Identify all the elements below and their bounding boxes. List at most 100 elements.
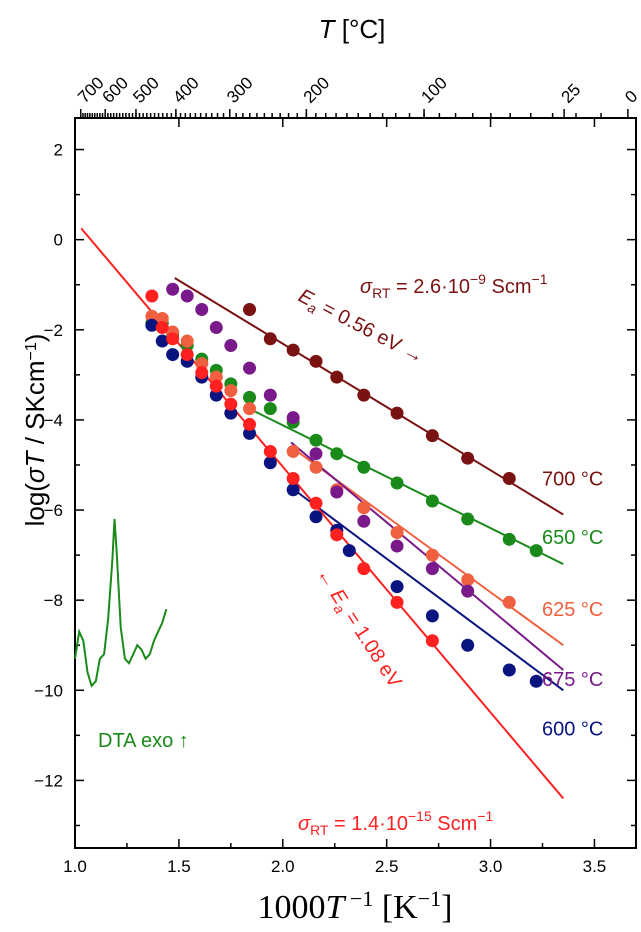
data-point <box>425 609 439 623</box>
top-tick-label: 400 <box>169 73 202 106</box>
data-point <box>309 433 323 447</box>
data-point <box>155 321 169 335</box>
data-point <box>461 584 475 598</box>
data-point <box>209 321 223 335</box>
data-point <box>145 309 159 323</box>
data-points <box>145 282 543 688</box>
data-point <box>461 512 475 526</box>
x-tick-label: 3.5 <box>583 857 607 876</box>
data-point <box>502 471 516 485</box>
data-point <box>357 562 371 576</box>
data-point <box>330 447 344 461</box>
data-point <box>263 402 277 416</box>
data-point <box>357 501 371 515</box>
dta-label: DTA exo ↑ <box>98 730 189 752</box>
data-point <box>243 426 257 440</box>
data-point <box>529 544 543 558</box>
top-tick-label: 25 <box>558 80 585 107</box>
data-point <box>180 348 194 362</box>
data-point <box>390 476 404 490</box>
data-point <box>425 548 439 562</box>
data-point <box>209 370 223 384</box>
data-point <box>425 429 439 443</box>
data-point <box>286 343 300 357</box>
y-tick-label: −8 <box>44 591 63 610</box>
data-point <box>502 663 516 677</box>
data-point <box>155 334 169 348</box>
series-label: 700 °C <box>542 468 603 490</box>
y-tick-label: −4 <box>44 411 63 430</box>
data-point <box>195 303 209 317</box>
data-point <box>425 494 439 508</box>
series-label: 675 °C <box>542 669 603 691</box>
data-point <box>390 539 404 553</box>
data-point <box>224 397 238 411</box>
dta-curve-group <box>74 518 168 688</box>
y-tick-label: 2 <box>54 141 63 160</box>
data-point <box>425 562 439 576</box>
data-point <box>286 411 300 425</box>
series-label: 600 °C <box>542 719 603 741</box>
data-point <box>263 444 277 458</box>
y-tick-label: −12 <box>34 771 63 790</box>
data-point <box>180 334 194 348</box>
plot-frame <box>74 117 637 849</box>
sigma-rt-bottom-annotation: σRT = 1.4·10−15 Scm−1 <box>298 808 493 838</box>
data-point <box>243 303 257 317</box>
data-point <box>243 417 257 431</box>
y-tick-label: 0 <box>54 231 63 250</box>
top-tick-label: 600 <box>99 73 132 106</box>
data-point <box>342 544 356 558</box>
data-point <box>224 406 238 420</box>
data-point <box>180 289 194 303</box>
series-label: 625 °C <box>542 599 603 621</box>
data-point <box>243 361 257 375</box>
data-point <box>263 456 277 470</box>
data-point <box>502 595 516 609</box>
series-label: 650 °C <box>542 527 603 549</box>
data-point <box>529 674 543 688</box>
y-tick-label: −10 <box>34 681 63 700</box>
sigma-rt-top-annotation: σRT = 2.6·10−9 Scm−1 <box>360 271 548 301</box>
x-tick-label: 3.0 <box>479 857 503 876</box>
data-point <box>166 348 180 362</box>
data-point <box>224 384 238 398</box>
data-point <box>243 390 257 404</box>
data-point <box>309 496 323 510</box>
data-point <box>357 460 371 474</box>
data-point <box>209 388 223 402</box>
data-point <box>286 444 300 458</box>
data-point <box>309 447 323 461</box>
data-point <box>309 510 323 524</box>
data-point <box>357 514 371 528</box>
data-point <box>166 282 180 296</box>
y-tick-label: −2 <box>44 321 63 340</box>
data-point <box>195 366 209 380</box>
data-point <box>390 526 404 540</box>
top-tick-label: 500 <box>129 73 162 106</box>
top-tick-label: 100 <box>417 73 450 106</box>
series-labels: 700 °C 650 °C 625 °C 675 °C 600 °C <box>542 468 603 740</box>
dta-curve <box>74 518 168 688</box>
y-axis-title: log(σT / SKcm−1) <box>20 334 50 527</box>
data-point <box>209 379 223 393</box>
data-point <box>309 354 323 368</box>
data-point <box>330 370 344 384</box>
labels: T [°C] log(σT / SKcm−1) 1000T −1 [K−1] σ… <box>20 14 548 926</box>
data-point <box>357 388 371 402</box>
x-axis-title: 1000T −1 [K−1] <box>258 886 453 927</box>
data-point <box>330 485 344 499</box>
data-point <box>309 460 323 474</box>
fit-line <box>290 486 564 692</box>
data-point <box>461 638 475 652</box>
data-point <box>390 595 404 609</box>
data-point <box>263 388 277 402</box>
data-point <box>390 580 404 594</box>
x-tick-label: 1.5 <box>167 857 191 876</box>
data-point <box>145 289 159 303</box>
data-point <box>502 532 516 546</box>
data-point <box>263 332 277 346</box>
x-tick-label: 1.0 <box>63 857 87 876</box>
data-point <box>224 339 238 353</box>
